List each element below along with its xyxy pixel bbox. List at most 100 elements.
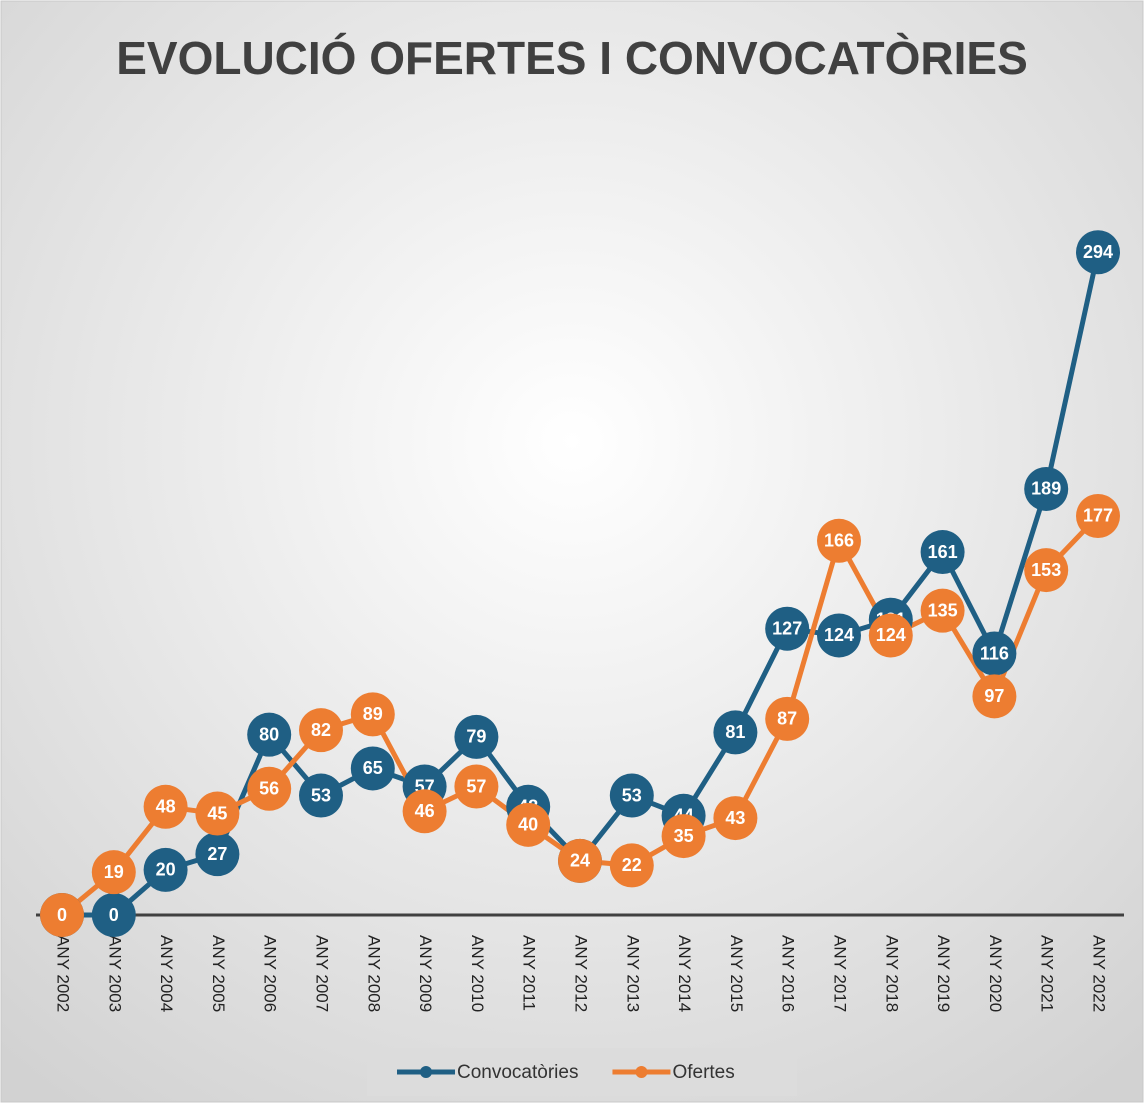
marker bbox=[868, 613, 913, 658]
x-tick-label: ANY 2006 bbox=[261, 935, 280, 1012]
legend-label: Convocatòries bbox=[457, 1062, 578, 1083]
data-label: 56 bbox=[259, 779, 279, 799]
data-label: 53 bbox=[622, 785, 642, 805]
data-label: 189 bbox=[1031, 479, 1061, 499]
data-label: 153 bbox=[1031, 560, 1061, 580]
marker bbox=[713, 796, 758, 841]
data-label: 82 bbox=[311, 720, 331, 740]
data-label: 80 bbox=[259, 724, 279, 744]
marker bbox=[454, 764, 499, 809]
x-tick-label: ANY 2010 bbox=[468, 935, 487, 1012]
marker bbox=[143, 784, 188, 829]
x-tick-label: ANY 2019 bbox=[934, 935, 953, 1012]
marker bbox=[1024, 548, 1069, 593]
data-label: 53 bbox=[311, 785, 331, 805]
x-tick-label: ANY 2008 bbox=[364, 935, 383, 1012]
data-label: 0 bbox=[109, 905, 119, 925]
marker bbox=[91, 893, 136, 937]
marker bbox=[609, 843, 654, 888]
data-label: 19 bbox=[104, 862, 124, 882]
marker bbox=[661, 814, 706, 859]
x-tick-label: ANY 2015 bbox=[727, 935, 746, 1012]
x-tick-label: ANY 2014 bbox=[675, 935, 694, 1012]
marker bbox=[40, 893, 84, 937]
marker bbox=[91, 850, 136, 895]
marker bbox=[247, 712, 292, 757]
x-tick-label: ANY 2011 bbox=[520, 935, 539, 1011]
data-label: 22 bbox=[622, 855, 642, 875]
marker bbox=[402, 789, 447, 834]
marker bbox=[920, 588, 965, 633]
chart-title: EVOLUCIÓ OFERTES I CONVOCATÒRIES bbox=[116, 32, 1028, 84]
marker bbox=[299, 708, 343, 753]
x-tick-label: ANY 2007 bbox=[313, 935, 332, 1012]
marker bbox=[972, 631, 1017, 676]
data-label: 294 bbox=[1083, 242, 1113, 262]
data-label: 45 bbox=[207, 803, 227, 823]
marker bbox=[1024, 466, 1069, 511]
data-label: 124 bbox=[824, 625, 854, 645]
marker bbox=[247, 766, 292, 811]
data-label: 20 bbox=[156, 860, 176, 880]
data-label: 177 bbox=[1083, 506, 1113, 526]
legend-label: Ofertes bbox=[672, 1062, 734, 1083]
legend: Convocatòries Ofertes bbox=[397, 1062, 735, 1083]
marker bbox=[454, 714, 499, 759]
marker bbox=[765, 606, 810, 651]
data-label: 124 bbox=[876, 625, 906, 645]
x-tick-label: ANY 2021 bbox=[1038, 935, 1057, 1012]
legend-marker bbox=[635, 1066, 648, 1078]
data-label: 43 bbox=[725, 808, 745, 828]
marker bbox=[299, 773, 343, 818]
marker bbox=[1076, 493, 1120, 538]
marker bbox=[350, 746, 395, 791]
x-tick-label: ANY 2020 bbox=[986, 935, 1005, 1012]
marker bbox=[506, 802, 551, 847]
data-label: 89 bbox=[363, 704, 383, 724]
marker bbox=[143, 847, 188, 892]
x-tick-label: ANY 2002 bbox=[54, 935, 73, 1012]
x-tick-label: ANY 2003 bbox=[105, 935, 124, 1012]
x-tick-label: ANY 2004 bbox=[157, 935, 176, 1012]
data-label: 97 bbox=[984, 686, 1004, 706]
marker bbox=[195, 791, 240, 836]
data-label: 65 bbox=[363, 758, 383, 778]
marker bbox=[765, 696, 810, 741]
data-label: 57 bbox=[466, 776, 486, 796]
marker bbox=[350, 692, 395, 737]
data-label: 127 bbox=[772, 618, 802, 638]
marker bbox=[195, 832, 240, 877]
marker bbox=[713, 710, 758, 755]
x-tick-label: ANY 2013 bbox=[623, 935, 642, 1012]
marker bbox=[972, 674, 1017, 719]
data-label: 0 bbox=[57, 905, 67, 925]
data-label: 166 bbox=[824, 531, 854, 551]
marker bbox=[817, 518, 861, 563]
x-tick-label: ANY 2005 bbox=[209, 935, 228, 1012]
x-tick-label: ANY 2022 bbox=[1090, 935, 1109, 1012]
marker bbox=[920, 530, 965, 575]
marker bbox=[1076, 230, 1120, 275]
x-tick-label: ANY 2016 bbox=[779, 935, 798, 1012]
data-label: 79 bbox=[466, 727, 486, 747]
data-label: 24 bbox=[570, 851, 590, 871]
legend-marker bbox=[420, 1066, 432, 1078]
marker bbox=[817, 613, 861, 658]
data-label: 135 bbox=[928, 600, 958, 620]
x-tick-label: ANY 2017 bbox=[831, 935, 850, 1012]
data-label: 161 bbox=[928, 542, 958, 562]
marker bbox=[609, 773, 654, 818]
x-tick-label: ANY 2018 bbox=[882, 935, 901, 1012]
data-label: 46 bbox=[415, 801, 435, 821]
x-tick-label: ANY 2009 bbox=[416, 935, 435, 1012]
data-label: 40 bbox=[518, 815, 538, 835]
data-label: 116 bbox=[980, 643, 1009, 663]
x-tick-label: ANY 2012 bbox=[572, 935, 591, 1012]
data-label: 81 bbox=[725, 722, 745, 742]
data-label: 35 bbox=[674, 826, 694, 846]
data-label: 27 bbox=[207, 844, 227, 864]
data-label: 48 bbox=[156, 797, 176, 817]
data-label: 87 bbox=[777, 709, 797, 729]
marker bbox=[558, 838, 602, 883]
